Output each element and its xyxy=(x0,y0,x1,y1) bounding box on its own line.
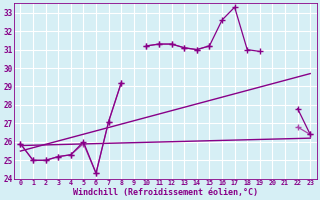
X-axis label: Windchill (Refroidissement éolien,°C): Windchill (Refroidissement éolien,°C) xyxy=(73,188,258,197)
